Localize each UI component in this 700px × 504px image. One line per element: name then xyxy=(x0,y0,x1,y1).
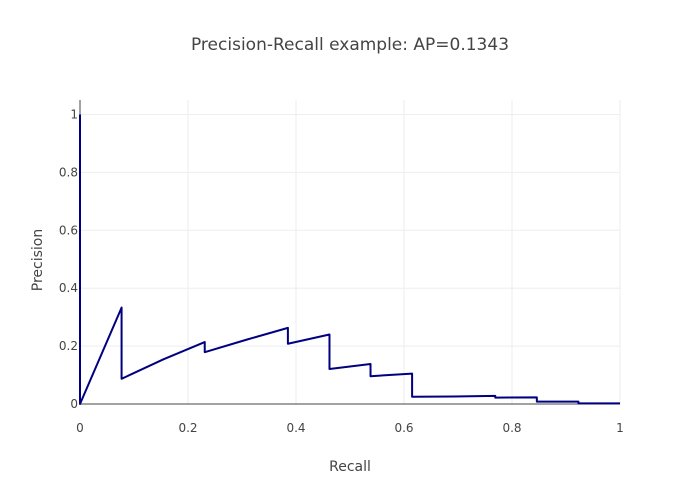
data-point xyxy=(204,341,206,343)
data-point xyxy=(494,397,496,399)
y-tick-label: 0.6 xyxy=(59,223,78,237)
y-tick-label: 1 xyxy=(70,107,78,121)
data-point xyxy=(79,403,81,405)
data-point xyxy=(204,351,206,353)
data-point xyxy=(494,395,496,397)
x-tick-label: 0 xyxy=(76,421,84,435)
data-point xyxy=(453,396,455,398)
x-tick-label: 0.2 xyxy=(178,421,197,435)
data-point xyxy=(79,114,81,116)
data-point xyxy=(246,339,248,341)
y-tick-label: 0.4 xyxy=(59,281,78,295)
data-point xyxy=(287,327,289,329)
data-point xyxy=(578,401,580,403)
data-point xyxy=(370,375,372,377)
x-tick-label: 1 xyxy=(616,421,624,435)
data-point xyxy=(536,401,538,403)
tick-labels: 0 0.2 0.4 0.6 0.8 1 0 0.2 0.4 0.6 0.8 1 xyxy=(59,107,624,435)
y-tick-label: 0.8 xyxy=(59,165,78,179)
x-tick-label: 0.8 xyxy=(502,421,521,435)
x-tick-label: 0.4 xyxy=(286,421,305,435)
data-point xyxy=(121,307,123,309)
data-point xyxy=(536,397,538,399)
data-point xyxy=(121,378,123,380)
data-point xyxy=(411,373,413,375)
series-group xyxy=(79,114,621,405)
data-point xyxy=(162,359,164,361)
data-point xyxy=(329,334,331,336)
data-point xyxy=(411,396,413,398)
data-point xyxy=(370,363,372,365)
y-tick-label: 0.2 xyxy=(59,339,78,353)
precision-recall-line xyxy=(79,114,620,405)
x-axis-title: Recall xyxy=(329,459,371,475)
gridlines xyxy=(80,100,621,404)
data-point xyxy=(578,403,580,405)
chart-title: Precision-Recall example: AP=0.1343 xyxy=(191,35,509,55)
x-tick-label: 0.6 xyxy=(394,421,413,435)
data-point xyxy=(287,343,289,345)
y-tick-label: 0 xyxy=(70,397,78,411)
data-point xyxy=(619,403,621,405)
y-axis-title: Precision xyxy=(30,229,46,291)
data-point xyxy=(329,368,331,370)
